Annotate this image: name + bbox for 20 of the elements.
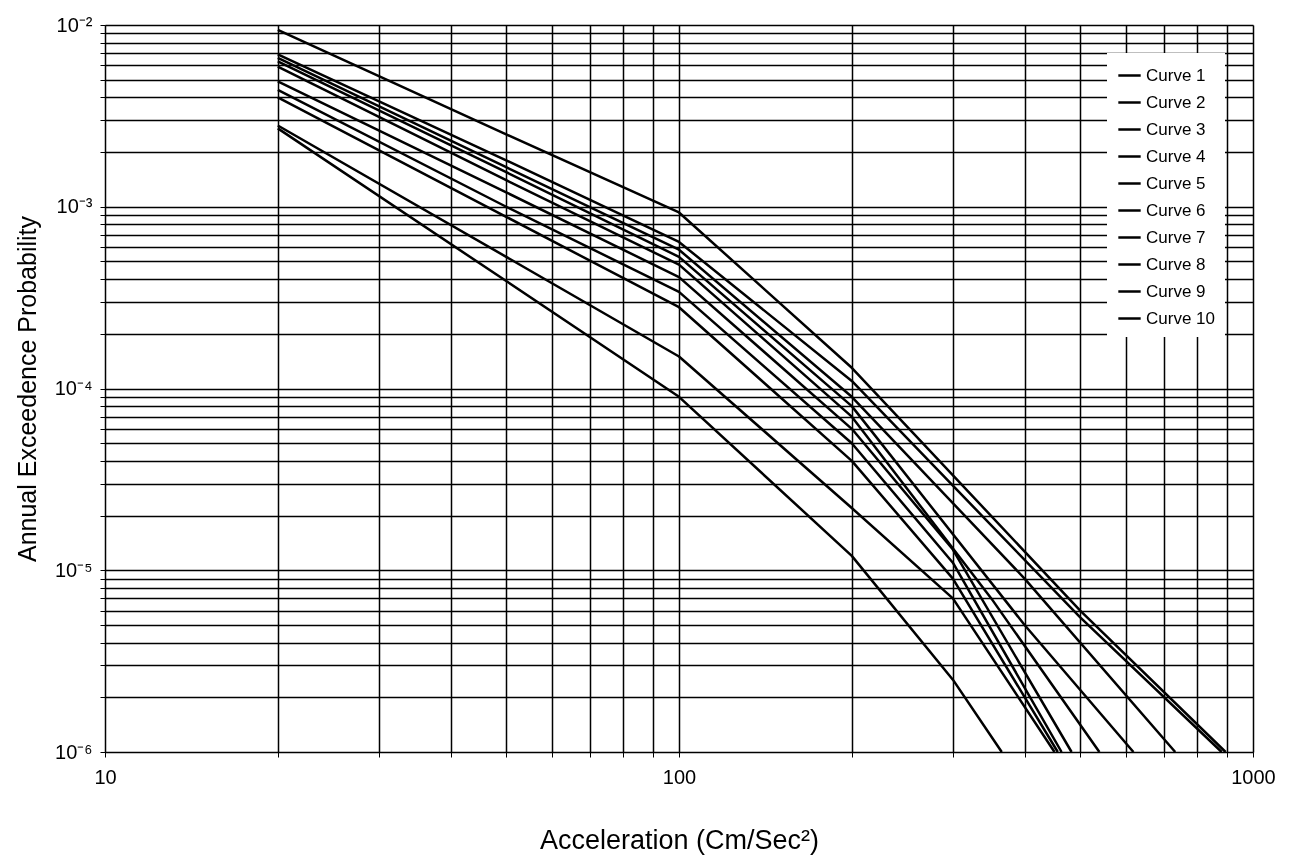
x-tick-label: 1000: [1231, 765, 1276, 788]
y-axis-title: Annual Exceedence Probability: [12, 215, 41, 563]
legend-label: Curve 2: [1146, 92, 1206, 112]
legend-label: Curve 6: [1146, 200, 1206, 220]
legend-label: Curve 4: [1146, 146, 1206, 166]
y-tick-label: 10⁻⁴: [54, 377, 93, 399]
legend-label: Curve 10: [1146, 308, 1215, 328]
x-tick-label: 10: [94, 765, 117, 788]
legend-label: Curve 5: [1146, 173, 1206, 193]
y-tick-label: 10⁻³: [56, 195, 93, 218]
x-axis-title: Acceleration (Cm/Sec²): [539, 824, 820, 855]
y-tick-label: 10⁻⁶: [55, 740, 93, 763]
y-tick-label: 10⁻²: [56, 13, 93, 36]
legend-label: Curve 7: [1146, 227, 1206, 247]
legend-label: Curve 1: [1146, 65, 1206, 85]
legend-label: Curve 8: [1146, 254, 1206, 274]
legend-label: Curve 9: [1146, 281, 1206, 301]
x-tick-label: 100: [662, 765, 697, 788]
y-tick-label: 10⁻⁵: [54, 558, 93, 581]
legend-label: Curve 3: [1146, 119, 1206, 139]
